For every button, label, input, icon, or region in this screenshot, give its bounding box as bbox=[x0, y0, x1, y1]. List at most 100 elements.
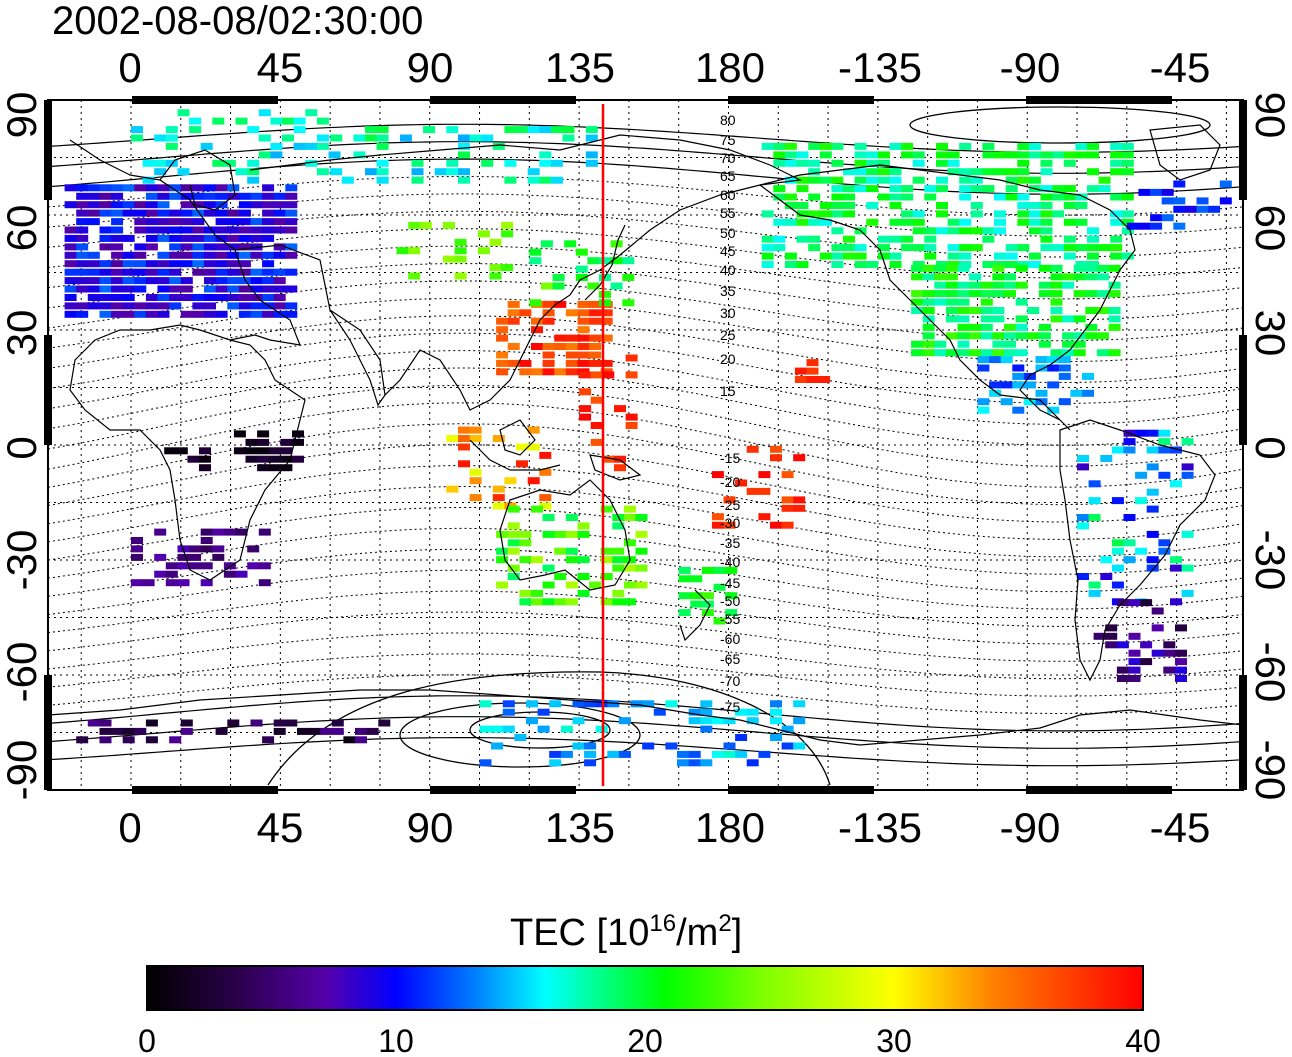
tec-cell bbox=[227, 226, 240, 234]
tec-cell bbox=[192, 260, 205, 268]
tec-cell bbox=[99, 201, 112, 209]
tec-cell bbox=[793, 496, 806, 504]
coastline-north-america bbox=[758, 164, 1136, 431]
tec-cell bbox=[145, 736, 158, 744]
magnetic-pole-contour bbox=[399, 702, 641, 768]
tec-cell bbox=[796, 218, 809, 226]
tec-cell bbox=[761, 210, 774, 218]
tec-cell bbox=[1047, 364, 1060, 372]
tec-cell bbox=[843, 185, 855, 193]
tec-cell bbox=[1150, 222, 1163, 230]
maglat-label-south: -55 bbox=[720, 611, 740, 627]
tec-cell bbox=[1126, 222, 1139, 230]
tec-cell bbox=[622, 299, 635, 307]
tec-cell bbox=[688, 750, 701, 758]
tec-cell bbox=[111, 218, 124, 226]
tec-cell bbox=[1015, 349, 1028, 357]
tec-cell bbox=[1062, 273, 1075, 281]
tec-cell bbox=[257, 430, 270, 438]
tec-cell bbox=[142, 159, 155, 167]
tec-cell bbox=[200, 579, 213, 587]
tec-cell bbox=[215, 209, 228, 217]
tec-cell bbox=[587, 282, 600, 290]
tec-cell bbox=[784, 261, 797, 268]
tec-cell bbox=[64, 226, 77, 234]
tec-cell bbox=[1077, 463, 1089, 471]
tec-cell bbox=[589, 581, 602, 589]
tec-cell bbox=[1175, 658, 1187, 666]
tec-cell bbox=[1096, 273, 1109, 281]
tec-cell bbox=[285, 201, 298, 209]
tec-cell bbox=[770, 708, 782, 716]
tec-cell bbox=[1110, 252, 1123, 260]
colorbar-title-main: TEC [10 bbox=[510, 912, 649, 954]
tec-cell bbox=[889, 202, 902, 209]
tec-cell bbox=[793, 454, 806, 462]
tec-cell bbox=[959, 252, 972, 260]
tec-cell bbox=[165, 142, 178, 150]
tec-cell bbox=[180, 209, 193, 217]
tec-cell bbox=[818, 376, 831, 383]
tec-cell bbox=[723, 717, 736, 725]
tec-cell bbox=[1075, 202, 1088, 209]
tec-cell bbox=[282, 117, 294, 125]
tec-cell bbox=[76, 218, 89, 226]
tec-cell bbox=[542, 514, 555, 521]
tec-cell bbox=[554, 368, 567, 376]
tec-cell bbox=[87, 719, 100, 727]
tec-cell bbox=[408, 247, 421, 255]
tec-cell bbox=[1151, 607, 1164, 615]
tec-cell bbox=[1158, 539, 1171, 547]
tec-cell bbox=[911, 264, 924, 272]
tec-cell bbox=[111, 277, 124, 285]
tec-cell bbox=[934, 264, 947, 272]
tec-cell bbox=[145, 218, 158, 226]
tec-cell bbox=[922, 298, 935, 306]
tec-cell bbox=[365, 126, 377, 134]
tec-cell bbox=[735, 734, 748, 741]
tec-cell bbox=[758, 513, 771, 521]
tec-cell bbox=[293, 142, 306, 150]
tec-cell bbox=[1219, 180, 1232, 188]
tec-cell bbox=[922, 290, 935, 298]
tec-cell bbox=[758, 750, 771, 758]
tec-cell bbox=[215, 294, 228, 301]
tec-cell bbox=[1073, 332, 1086, 340]
tec-cell bbox=[292, 455, 304, 463]
tec-cell bbox=[1040, 185, 1053, 193]
tec-cell bbox=[479, 700, 492, 708]
tec-cell bbox=[911, 290, 924, 298]
tec-cell bbox=[273, 268, 286, 276]
tec-cell bbox=[1040, 168, 1053, 176]
tec-cell bbox=[204, 234, 216, 242]
tec-cell bbox=[1128, 632, 1141, 640]
tec-cell bbox=[469, 134, 482, 142]
tec-cell bbox=[565, 581, 578, 589]
tec-cell bbox=[630, 700, 643, 708]
tec-cell bbox=[808, 159, 821, 167]
tec-cell bbox=[87, 251, 100, 259]
tec-cell bbox=[131, 545, 143, 553]
tec-cell bbox=[1073, 273, 1086, 281]
tec-cell bbox=[180, 294, 193, 301]
tec-cell bbox=[111, 310, 124, 318]
tec-cell bbox=[122, 285, 135, 293]
tec-cell bbox=[889, 142, 902, 150]
tec-cell bbox=[157, 201, 170, 209]
tec-cell bbox=[227, 719, 240, 727]
tec-cell bbox=[1015, 323, 1028, 331]
coastline-scandinavia bbox=[159, 149, 236, 211]
tec-cell bbox=[781, 725, 794, 733]
tec-cell bbox=[575, 274, 588, 281]
tec-cell bbox=[507, 309, 520, 317]
tec-cell bbox=[215, 277, 228, 285]
tec-cell bbox=[554, 334, 567, 342]
tec-cell bbox=[238, 268, 251, 276]
tec-cell bbox=[781, 496, 794, 504]
map-panel bbox=[44, 96, 1247, 794]
tec-cell bbox=[690, 592, 703, 600]
tec-cell bbox=[542, 564, 555, 572]
tec-cell bbox=[1138, 188, 1151, 196]
tec-cell bbox=[612, 564, 625, 572]
tec-cell bbox=[134, 226, 147, 234]
